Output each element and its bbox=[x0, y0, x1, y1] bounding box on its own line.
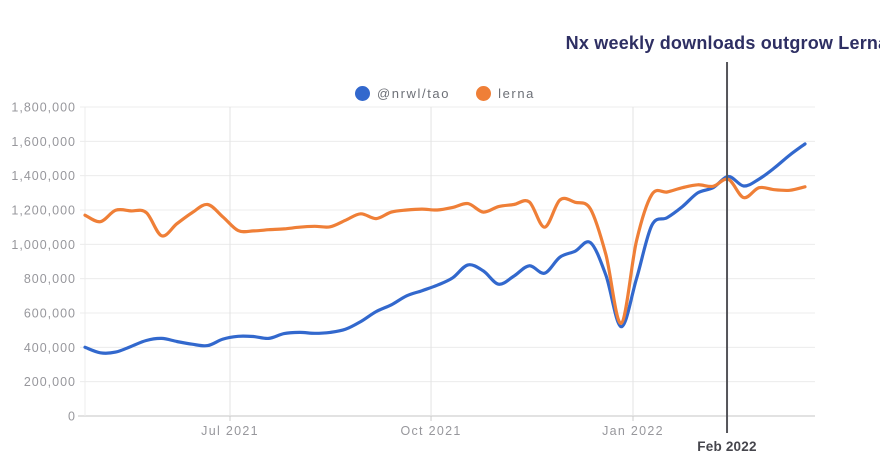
y-tick-label: 1,600,000 bbox=[11, 135, 76, 149]
legend-item-lerna: lerna bbox=[476, 86, 535, 101]
y-tick-label: 800,000 bbox=[24, 272, 76, 286]
series-line--nrwl-tao bbox=[83, 142, 807, 355]
series-line-lerna bbox=[83, 177, 807, 325]
y-tick-label: 1,200,000 bbox=[11, 204, 76, 218]
annotation-label: Feb 2022 bbox=[697, 439, 757, 454]
y-tick-label: 200,000 bbox=[24, 375, 76, 389]
y-tick-label: 400,000 bbox=[24, 341, 76, 355]
legend-dot-icon bbox=[354, 86, 370, 101]
x-tick-label: Jan 2022 bbox=[602, 424, 664, 438]
legend-label: lerna bbox=[498, 86, 536, 101]
legend-item-nrwl-tao: @nrwl/tao bbox=[354, 86, 451, 101]
y-tick-label: 1,400,000 bbox=[11, 169, 76, 183]
chart-title: Nx weekly downloads outgrow Lerna bbox=[565, 33, 880, 53]
legend: @nrwl/tao lerna bbox=[85, 86, 805, 101]
x-tick-label: Jul 2021 bbox=[201, 424, 259, 438]
y-tick-label: 600,000 bbox=[24, 307, 76, 321]
legend-label: @nrwl/tao bbox=[376, 86, 451, 101]
x-tick-label: Oct 2021 bbox=[400, 424, 461, 438]
legend-dot-icon bbox=[476, 86, 492, 101]
y-tick-label: 0 bbox=[68, 410, 76, 424]
y-tick-label: 1,000,000 bbox=[11, 238, 76, 252]
y-tick-label: 1,800,000 bbox=[11, 101, 76, 115]
